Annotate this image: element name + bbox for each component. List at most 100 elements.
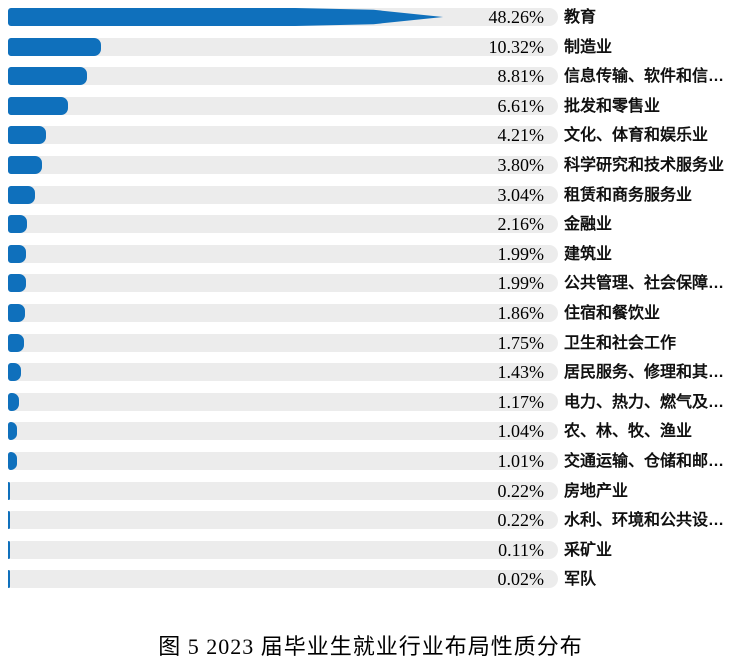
value-label: 1.86% [497, 302, 545, 323]
chart-row: 0.11% 采矿业 [0, 539, 741, 560]
bar [8, 96, 68, 115]
category-label: 租赁和商务服务业 [564, 186, 693, 204]
category-label: 农、林、牧、渔业 [564, 423, 693, 441]
value-label: 10.32% [488, 36, 545, 57]
chart-row: 1.04% 农、林、牧、渔业 [0, 421, 741, 442]
bar-track [8, 244, 558, 263]
value-label: 1.17% [497, 391, 545, 412]
chart-row: 3.80% 科学研究和技术服务业 [0, 154, 741, 175]
bar [8, 37, 102, 56]
category-label: 建筑业 [564, 245, 613, 263]
bar [8, 540, 10, 559]
chart-row: 0.02% 军队 [0, 569, 741, 590]
chart-row: 1.86% 住宿和餐饮业 [0, 302, 741, 323]
chart-row: 1.43% 居民服务、修理和其… [0, 362, 741, 383]
bar-track [8, 274, 558, 293]
value-label: 1.01% [497, 450, 545, 471]
bar-track [8, 511, 558, 530]
bar [8, 333, 24, 352]
bar [8, 185, 36, 204]
bar-track [8, 126, 558, 145]
value-label: 0.22% [497, 480, 545, 501]
bar-track [8, 540, 558, 559]
chart-row: 10.32% 制造业 [0, 36, 741, 57]
bar [8, 570, 10, 589]
value-label: 4.21% [497, 125, 545, 146]
value-label: 3.80% [497, 154, 545, 175]
value-label: 0.02% [497, 569, 545, 590]
bar [8, 481, 10, 500]
value-label: 1.43% [497, 362, 545, 383]
value-label: 1.04% [497, 421, 545, 442]
bar [8, 67, 88, 86]
bar [8, 422, 18, 441]
value-label: 48.26% [488, 7, 545, 27]
bar-track [8, 303, 558, 322]
chart-row: 1.01% 交通运输、仓储和邮… [0, 450, 741, 471]
bar [8, 215, 28, 234]
bar-track [8, 96, 558, 115]
chart-row: 0.22% 水利、环境和公共设… [0, 510, 741, 531]
bar-track [8, 67, 558, 86]
category-label: 卫生和社会工作 [564, 334, 677, 352]
bar-track [8, 481, 558, 500]
bar-chart-rows: 48.26% 教育 10.32% 制造业 8.81% 信息传输、软件和信… 6.61% 批发和… [0, 7, 741, 590]
chart-row: 48.26% 教育 [0, 7, 741, 27]
value-label: 6.61% [497, 95, 545, 116]
category-label: 交通运输、仓储和邮… [564, 452, 725, 470]
bar [8, 511, 10, 530]
chart-row: 6.61% 批发和零售业 [0, 95, 741, 116]
value-label: 8.81% [497, 66, 545, 87]
value-label: 1.75% [497, 332, 545, 353]
category-label: 制造业 [564, 38, 613, 56]
value-label: 3.04% [497, 184, 545, 205]
figure-caption: 图 5 2023 届毕业生就业行业布局性质分布 [158, 634, 583, 659]
bar [8, 363, 21, 382]
bar [8, 303, 25, 322]
bar-track [8, 392, 558, 411]
value-label: 0.22% [497, 510, 545, 531]
chart-row: 1.75% 卫生和社会工作 [0, 332, 741, 353]
bar [8, 8, 444, 26]
bar-track [8, 155, 558, 174]
category-label: 教育 [564, 9, 597, 26]
chart-row: 3.04% 租赁和商务服务业 [0, 184, 741, 205]
value-label: 1.99% [497, 273, 545, 294]
category-label: 房地产业 [564, 482, 629, 500]
category-label: 军队 [564, 571, 597, 589]
category-label: 批发和零售业 [564, 97, 661, 115]
bar-track [8, 333, 558, 352]
category-label: 科学研究和技术服务业 [564, 156, 725, 174]
category-label: 公共管理、社会保障… [564, 275, 725, 293]
bar [8, 451, 18, 470]
chart-row: 1.17% 电力、热力、燃气及… [0, 391, 741, 412]
bar-track [8, 37, 558, 56]
bar [8, 155, 43, 174]
bar-track [8, 185, 558, 204]
chart-row: 8.81% 信息传输、软件和信… [0, 66, 741, 87]
bar-track [8, 215, 558, 234]
category-label: 信息传输、软件和信… [564, 68, 725, 86]
category-label: 水利、环境和公共设… [564, 512, 725, 530]
chart-row: 0.22% 房地产业 [0, 480, 741, 501]
bar-track [8, 8, 558, 26]
category-label: 金融业 [564, 216, 613, 234]
category-label: 住宿和餐饮业 [564, 304, 661, 322]
bar [8, 244, 26, 263]
chart-row: 1.99% 建筑业 [0, 244, 741, 263]
value-label: 0.11% [498, 539, 544, 560]
bar [8, 392, 19, 411]
category-label: 采矿业 [564, 541, 613, 559]
category-label: 居民服务、修理和其… [564, 364, 725, 382]
bar-track [8, 570, 558, 589]
bar [8, 126, 46, 145]
bar-track [8, 363, 558, 382]
category-label: 电力、热力、燃气及… [564, 393, 725, 411]
chart-row: 2.16% 金融业 [0, 214, 741, 235]
bar [8, 274, 26, 293]
category-label: 文化、体育和娱乐业 [564, 127, 709, 145]
bar-track [8, 451, 558, 470]
value-label: 2.16% [497, 214, 545, 235]
chart-row: 4.21% 文化、体育和娱乐业 [0, 125, 741, 146]
